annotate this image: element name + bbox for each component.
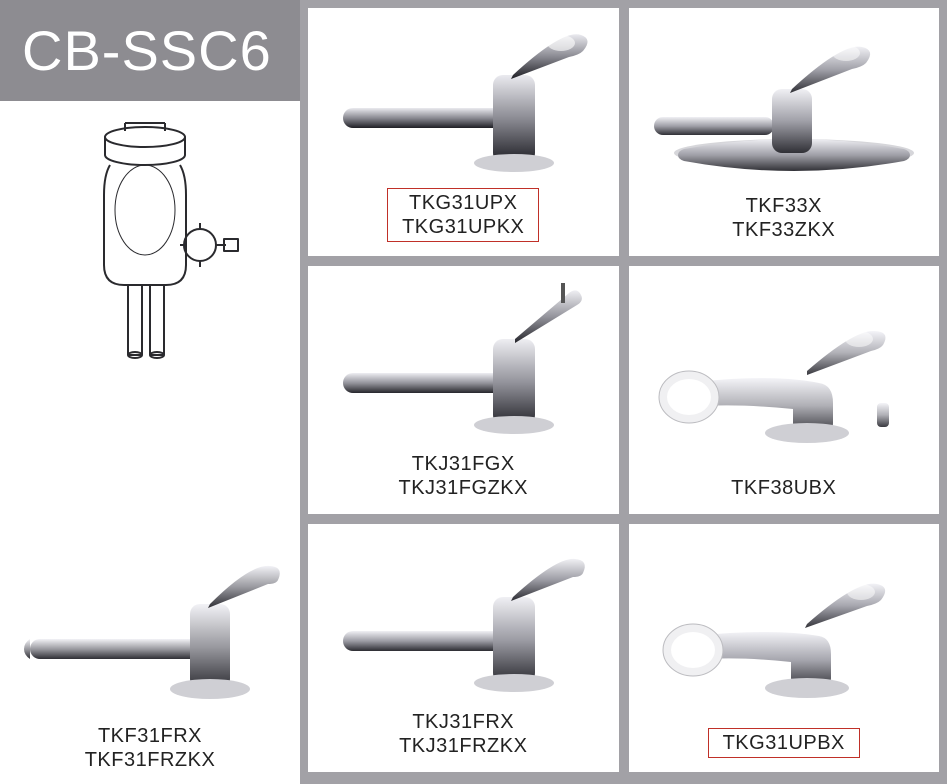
faucet-image: [316, 534, 611, 704]
adapter-diagram: [6, 109, 294, 375]
product-label-line: TKF33ZKX: [732, 218, 835, 242]
product-label-line: TKJ31FGZKX: [399, 476, 528, 500]
product-label-line: TKJ31FRX: [399, 710, 527, 734]
product-label-line: TKJ31FGX: [399, 452, 528, 476]
faucet-image: [637, 276, 932, 470]
right-grid: TKG31UPX TKG31UPKX TK: [300, 0, 947, 784]
product-label-line: TKF31FRX: [85, 724, 216, 748]
faucet-image: [316, 276, 611, 446]
page-root: CB-SSC6: [0, 0, 947, 784]
left-column-body: TKF31FRX TKF31FRZKX: [0, 101, 300, 784]
product-cell: TKJ31FRX TKJ31FRZKX: [308, 524, 619, 772]
faucet-image: [637, 534, 932, 722]
faucet-image: [316, 18, 611, 182]
product-labels-highlighted: TKG31UPX TKG31UPKX: [387, 188, 539, 242]
product-labels-highlighted: TKG31UPBX: [708, 728, 860, 758]
product-label-line: TKF38UBX: [731, 476, 836, 500]
product-label-line: TKG31UPKX: [402, 215, 524, 239]
product-label-line: TKG31UPBX: [723, 731, 845, 755]
product-labels: TKF33X TKF33ZKX: [732, 194, 835, 242]
adapter-svg: [50, 115, 250, 375]
product-labels: TKF38UBX: [731, 476, 836, 500]
product-labels: TKJ31FRX TKJ31FRZKX: [399, 710, 527, 758]
product-code-title: CB-SSC6: [0, 0, 300, 101]
left-column: CB-SSC6: [0, 0, 300, 784]
faucet-image: [6, 544, 294, 714]
product-label-line: TKF33X: [732, 194, 835, 218]
product-labels: TKF31FRX TKF31FRZKX: [85, 724, 216, 772]
product-label-line: TKF31FRZKX: [85, 748, 216, 772]
product-labels: TKJ31FGX TKJ31FGZKX: [399, 452, 528, 500]
faucet-image: [637, 18, 932, 188]
product-cell: TKG31UPX TKG31UPKX: [308, 8, 619, 256]
product-cell: TKG31UPBX: [629, 524, 940, 772]
product-label-line: TKG31UPX: [402, 191, 524, 215]
product-label-line: TKJ31FRZKX: [399, 734, 527, 758]
product-cell: TKF33X TKF33ZKX: [629, 8, 940, 256]
left-bottom-product: TKF31FRX TKF31FRZKX: [6, 544, 294, 772]
product-cell: TKJ31FGX TKJ31FGZKX: [308, 266, 619, 514]
product-cell: TKF38UBX: [629, 266, 940, 514]
